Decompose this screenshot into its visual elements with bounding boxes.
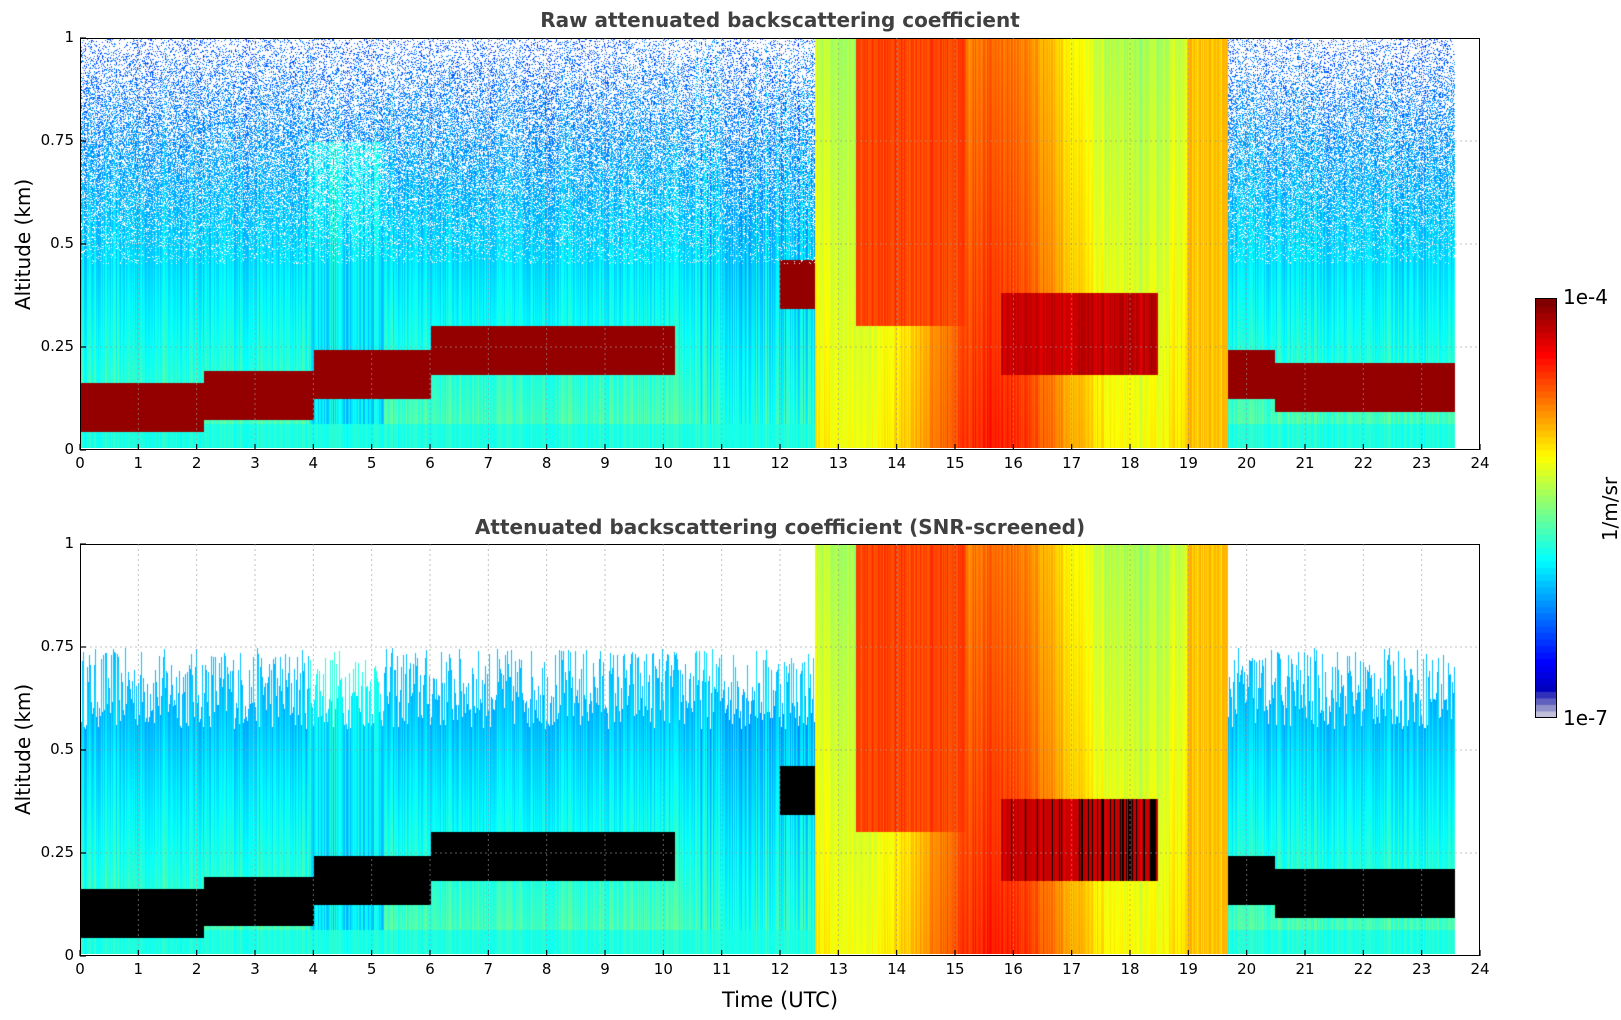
x-tick-label: 24 bbox=[1470, 454, 1490, 472]
y-tick-label: 0 bbox=[64, 946, 74, 964]
x-tick-label: 10 bbox=[653, 454, 673, 472]
x-tick-label: 22 bbox=[1353, 960, 1373, 978]
y-tick-label: 0.75 bbox=[40, 637, 74, 655]
x-tick-label: 1 bbox=[133, 960, 144, 978]
x-tick-label: 18 bbox=[1120, 454, 1140, 472]
x-tick-label: 16 bbox=[1003, 960, 1023, 978]
x-tick-label: 9 bbox=[600, 960, 610, 978]
x-tick-label: 8 bbox=[541, 454, 552, 472]
x-tick-label: 19 bbox=[1178, 960, 1198, 978]
y-tick-label: 1 bbox=[64, 534, 74, 552]
x-tick-label: 11 bbox=[712, 960, 732, 978]
x-tick-label: 7 bbox=[483, 960, 494, 978]
x-tick-label: 18 bbox=[1120, 960, 1140, 978]
x-tick-label: 15 bbox=[945, 454, 965, 472]
x-tick-label: 14 bbox=[887, 960, 907, 978]
top-heatmap-plot bbox=[80, 38, 1480, 450]
x-tick-label: 17 bbox=[1062, 454, 1082, 472]
y-tick-label: 0.5 bbox=[50, 234, 74, 252]
x-tick-label: 19 bbox=[1178, 454, 1198, 472]
x-tick-label: 2 bbox=[191, 454, 202, 472]
x-tick-label: 16 bbox=[1003, 454, 1023, 472]
x-tick-label: 3 bbox=[250, 454, 260, 472]
x-tick-label: 17 bbox=[1062, 960, 1082, 978]
x-tick-label: 23 bbox=[1412, 454, 1432, 472]
colorbar-unit-label: 1/m/sr bbox=[1598, 476, 1621, 542]
x-tick-label: 9 bbox=[600, 454, 610, 472]
x-tick-label: 5 bbox=[366, 960, 377, 978]
x-tick-label: 3 bbox=[250, 960, 260, 978]
x-tick-label: 2 bbox=[191, 960, 202, 978]
x-tick-label: 6 bbox=[425, 960, 435, 978]
x-tick-label: 11 bbox=[712, 454, 732, 472]
top-chart-title: Raw attenuated backscattering coefficien… bbox=[540, 8, 1020, 32]
x-tick-label: 12 bbox=[770, 454, 790, 472]
x-tick-label: 4 bbox=[308, 454, 319, 472]
colorbar-min-label: 1e-7 bbox=[1563, 706, 1608, 730]
y-tick-label: 0.25 bbox=[40, 337, 74, 355]
x-tick-label: 0 bbox=[75, 960, 85, 978]
x-tick-label: 21 bbox=[1295, 454, 1315, 472]
x-tick-label: 13 bbox=[828, 454, 848, 472]
bottom-chart-title: Attenuated backscattering coefficient (S… bbox=[474, 515, 1086, 539]
bottom-heatmap-canvas bbox=[81, 545, 1478, 954]
x-tick-label: 24 bbox=[1470, 960, 1490, 978]
colorbar-max-label: 1e-4 bbox=[1563, 285, 1608, 309]
y-tick-label: 0.5 bbox=[50, 740, 74, 758]
x-tick-label: 23 bbox=[1412, 960, 1432, 978]
x-axis-label: Time (UTC) bbox=[721, 988, 839, 1012]
x-tick-label: 8 bbox=[541, 960, 552, 978]
x-tick-label: 1 bbox=[133, 454, 144, 472]
x-tick-label: 10 bbox=[653, 960, 673, 978]
x-tick-label: 21 bbox=[1295, 960, 1315, 978]
x-tick-label: 5 bbox=[366, 454, 377, 472]
x-tick-label: 7 bbox=[483, 454, 494, 472]
x-tick-label: 14 bbox=[887, 454, 907, 472]
y-tick-label: 0 bbox=[64, 440, 74, 458]
bottom-heatmap-plot bbox=[80, 544, 1480, 956]
y-tick-label: 0.25 bbox=[40, 843, 74, 861]
x-tick-label: 20 bbox=[1237, 454, 1257, 472]
x-tick-label: 4 bbox=[308, 960, 319, 978]
y-tick-label: 1 bbox=[64, 28, 74, 46]
x-tick-label: 20 bbox=[1237, 960, 1257, 978]
top-heatmap-canvas bbox=[81, 39, 1478, 448]
y-tick-label: 0.75 bbox=[40, 131, 74, 149]
x-tick-label: 12 bbox=[770, 960, 790, 978]
colorbar bbox=[1535, 298, 1557, 718]
x-tick-label: 15 bbox=[945, 960, 965, 978]
x-tick-label: 0 bbox=[75, 454, 85, 472]
x-tick-label: 6 bbox=[425, 454, 435, 472]
x-tick-label: 22 bbox=[1353, 454, 1373, 472]
x-tick-label: 13 bbox=[828, 960, 848, 978]
